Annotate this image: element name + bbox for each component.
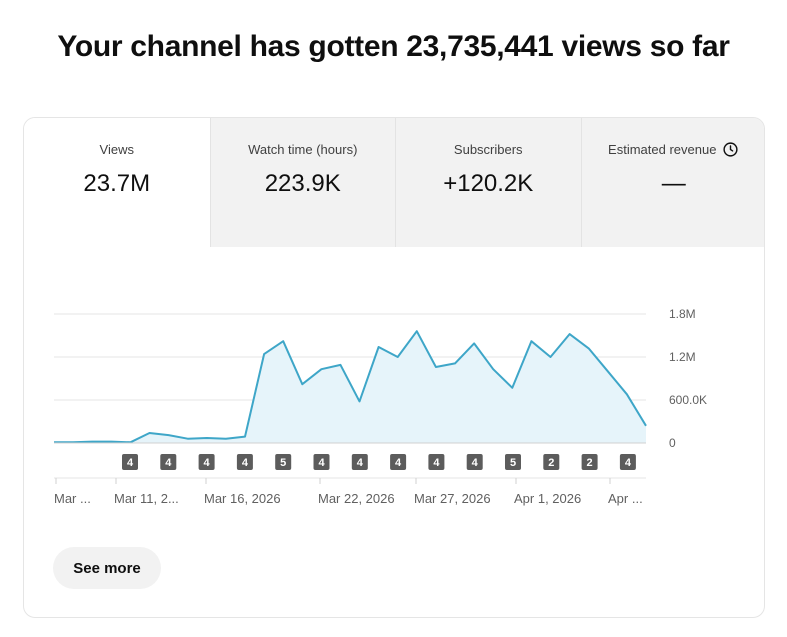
x-tick-label-4: Mar 27, 2026 [414, 491, 491, 506]
upload-badge-count-1: 4 [165, 457, 172, 469]
upload-badge-7 [390, 454, 407, 470]
tab-estimated-revenue-label: Estimated revenue [608, 142, 717, 157]
y-tick-label-1: 600.0K [669, 393, 707, 407]
views-line [54, 330, 647, 444]
upload-badge-6 [351, 454, 368, 470]
upload-badge-count-13: 4 [625, 457, 632, 469]
metric-tabs: Views 23.7M Watch time (hours) 223.9K Su… [24, 118, 764, 247]
upload-badge-count-11: 2 [548, 457, 554, 469]
upload-badge-count-4: 5 [280, 457, 286, 469]
tab-subscribers-label: Subscribers [453, 142, 523, 157]
upload-badge-4 [275, 454, 292, 470]
x-tick-label-6: Apr ... [608, 491, 643, 506]
page-title: Your channel has gotten 23,735,441 views… [57, 30, 730, 63]
upload-badge-count-6: 4 [357, 457, 364, 469]
upload-badge-5 [313, 454, 330, 470]
upload-badge-count-9: 4 [472, 457, 479, 469]
analytics-card: Views 23.7M Watch time (hours) 223.9K Su… [23, 117, 765, 618]
tab-estimated-revenue[interactable]: Estimated revenue — [580, 118, 764, 247]
upload-badge-1 [160, 454, 177, 470]
tab-views[interactable]: Views 23.7M [24, 118, 210, 247]
upload-badge-count-2: 4 [204, 457, 211, 469]
views-chart: 0 600.0K 1.2M 1.8M 4 4 4 4 5 4 4 4 4 4 5 2 2 4 Mar ... Mar … [54, 307, 707, 506]
upload-badge-count-0: 4 [127, 457, 134, 469]
upload-badge-9 [466, 454, 483, 470]
upload-badge-count-8: 4 [433, 457, 440, 469]
tab-estimated-revenue-value: — [661, 170, 686, 197]
upload-badge-3 [236, 454, 253, 470]
upload-badge-10 [505, 454, 521, 470]
upload-badge-0 [122, 454, 138, 470]
upload-badge-count-10: 5 [510, 457, 516, 469]
y-tick-label-3: 1.8M [669, 307, 696, 321]
upload-badge-13 [619, 454, 636, 470]
tab-subscribers-value: +120.2K [443, 170, 534, 197]
tab-subscribers[interactable]: Subscribers +120.2K [395, 118, 581, 247]
x-tick-label-3: Mar 22, 2026 [318, 491, 395, 506]
upload-badge-11 [543, 454, 560, 470]
y-tick-label-2: 1.2M [669, 350, 696, 364]
views-area-fill [54, 331, 646, 443]
tab-watch-time-label: Watch time (hours) [248, 142, 358, 157]
tab-watch-time[interactable]: Watch time (hours) 223.9K [209, 118, 395, 247]
upload-badge-count-3: 4 [242, 457, 249, 469]
upload-badge-count-12: 2 [587, 457, 593, 469]
see-more-button[interactable]: See more [53, 547, 161, 589]
x-tick-label-2: Mar 16, 2026 [204, 491, 281, 506]
tab-watch-time-value: 223.9K [264, 170, 341, 197]
tab-views-value: 23.7M [83, 170, 151, 197]
upload-badge-2 [198, 454, 215, 470]
upload-badge-count-7: 4 [395, 457, 402, 469]
upload-badge-8 [428, 454, 445, 470]
tab-views-label: Views [99, 142, 134, 157]
upload-badge-12 [581, 454, 598, 470]
y-tick-label-0: 0 [669, 436, 676, 450]
clock-icon [723, 141, 739, 157]
x-tick-label-5: Apr 1, 2026 [514, 491, 581, 506]
x-tick-label-0: Mar ... [54, 491, 91, 506]
upload-badge-count-5: 4 [318, 457, 325, 469]
x-tick-label-1: Mar 11, 2... [114, 491, 179, 506]
